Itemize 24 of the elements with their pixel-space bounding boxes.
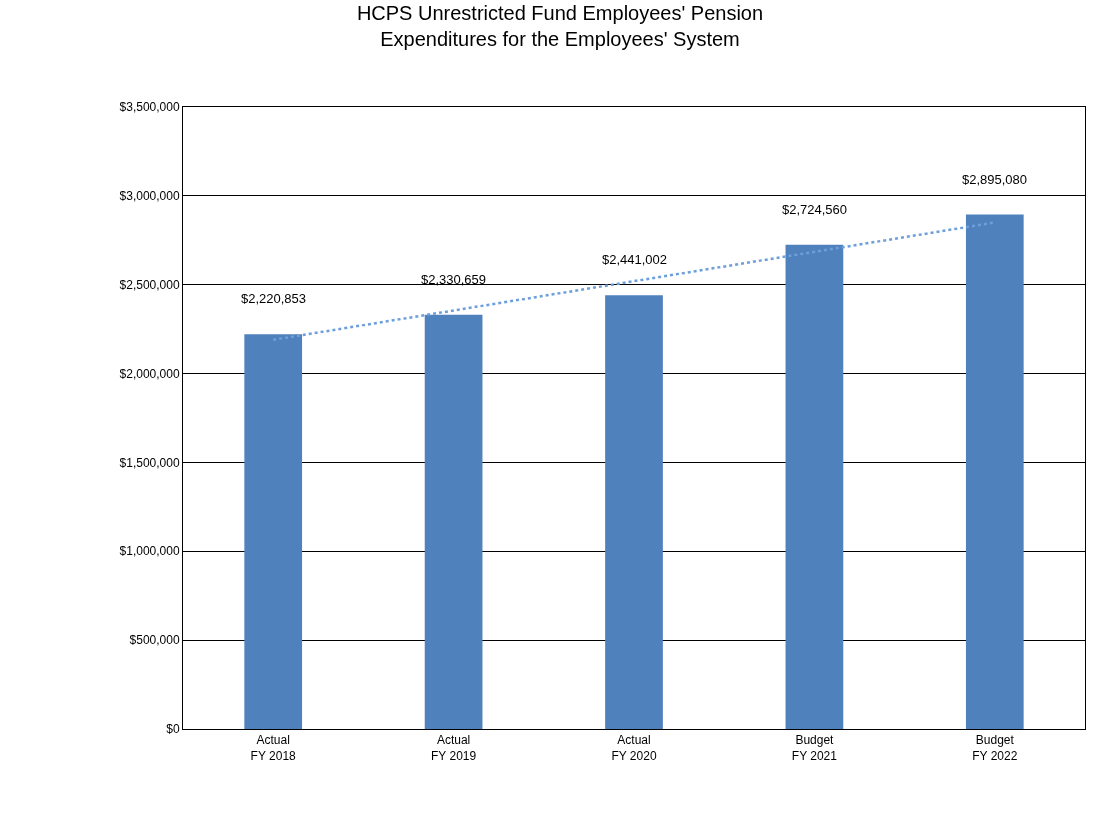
y-tick-label: $3,500,000 (119, 100, 180, 115)
bar (785, 244, 844, 729)
y-tick-label: $1,500,000 (119, 455, 180, 470)
data-label: $2,895,080 (962, 172, 1028, 187)
x-tick-label: Actual FY 2019 (431, 733, 477, 763)
y-tick-label: $3,000,000 (119, 189, 180, 204)
bar (244, 334, 303, 729)
x-tick-label: Budget FY 2021 (791, 733, 838, 763)
y-tick-label: $0 (166, 722, 180, 737)
x-tick-label: Actual FY 2020 (611, 733, 657, 763)
y-tick-label: $2,000,000 (119, 366, 180, 381)
bar (965, 214, 1024, 729)
y-tick-label: $2,500,000 (119, 277, 180, 292)
data-label: $2,330,659 (421, 272, 487, 287)
x-tick-label: Actual FY 2018 (250, 733, 297, 763)
bar (424, 314, 483, 729)
y-tick-label: $1,000,000 (119, 544, 180, 559)
data-label: $2,441,002 (602, 252, 668, 267)
chart-title: HCPS Unrestricted Fund Employees' Pension Expenditures for the Employees' System (356, 2, 764, 51)
data-label: $2,724,560 (782, 202, 848, 217)
data-label: $2,220,853 (241, 291, 307, 306)
x-tick-label: Budget FY 2022 (972, 733, 1018, 763)
y-tick-label: $500,000 (129, 633, 180, 648)
bar (605, 295, 663, 729)
